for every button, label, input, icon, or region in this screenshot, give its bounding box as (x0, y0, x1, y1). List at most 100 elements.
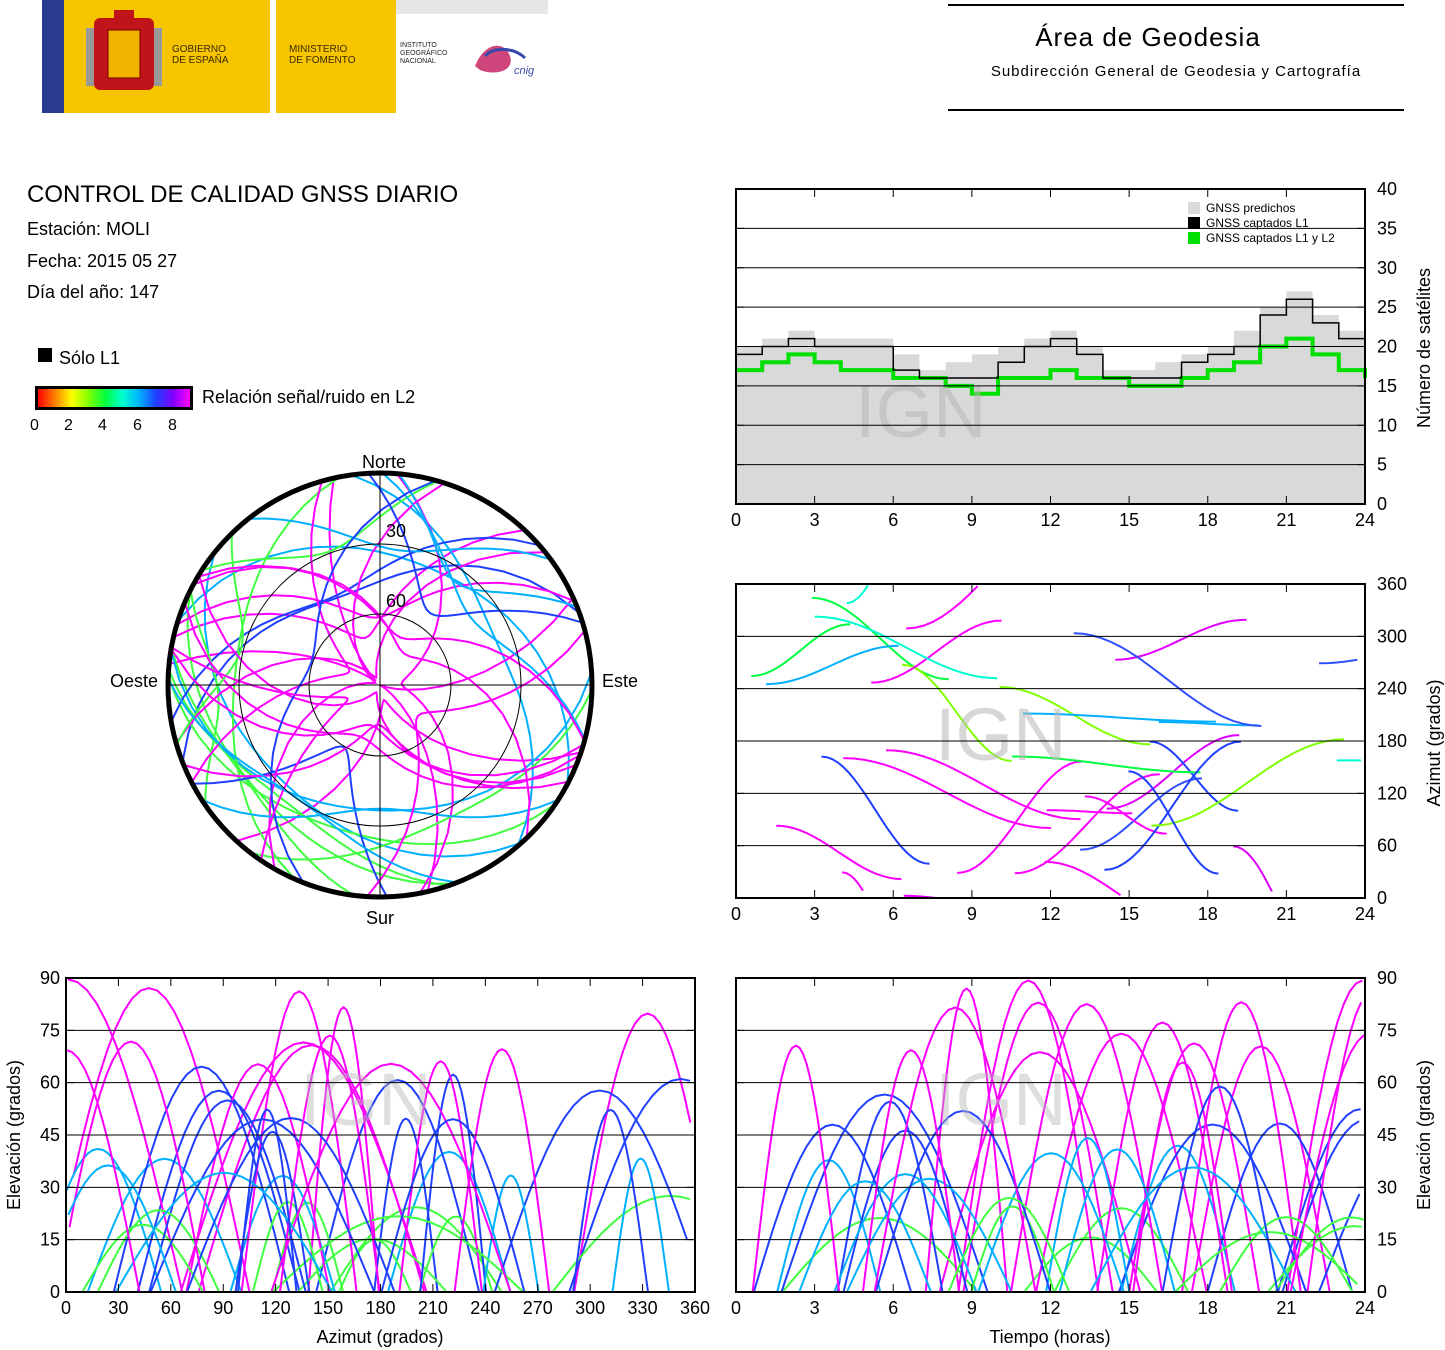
x-tick-label: 24 (1355, 1298, 1375, 1318)
satellite-track (86, 1157, 243, 1293)
y-tick-label: 5 (1377, 455, 1387, 475)
gobierno-text: GOBIERNO DE ESPAÑA (172, 44, 229, 66)
x-tick-label: 24 (1355, 510, 1375, 530)
elevation-time-ticks: 0 15 30 45 60 75 90 0 3 6 9 12 15 18 21 24 (731, 968, 1397, 1318)
satellite-track (572, 1108, 649, 1293)
instituto-text: INSTITUTO GEOGRÁFICO NACIONAL (400, 42, 448, 65)
satellite-track (72, 986, 251, 1293)
x-tick-label: 330 (628, 1298, 658, 1318)
satellite-track (1053, 1207, 1190, 1293)
report-title: CONTROL DE CALIDAD GNSS DIARIO (27, 181, 459, 208)
y-tick-label: 60 (1377, 836, 1397, 856)
x-tick-label: 6 (888, 1298, 898, 1318)
watermark: IGN (855, 370, 987, 453)
satellite-track (1317, 1193, 1361, 1293)
satellite-track (861, 1049, 961, 1293)
satellite-track (1117, 1123, 1308, 1293)
satellite-track (846, 584, 869, 605)
satellite-track (173, 529, 525, 640)
satellite-track (193, 565, 531, 838)
elevation-azimuth-ylabel: Elevación (grados) (4, 1060, 24, 1210)
satellite-track (977, 1152, 1125, 1293)
satellite-track (1011, 755, 1201, 774)
legend-swatch-predicted (1188, 202, 1200, 214)
satellite-track (1233, 845, 1273, 892)
satellite-track (65, 1049, 141, 1293)
satellite-track (1104, 740, 1242, 871)
satellite-track (873, 1006, 1037, 1293)
ministerio-text: MINISTERIO DE FOMENTO (289, 44, 356, 66)
satellite-track (268, 482, 446, 870)
snr-tick: 2 (64, 417, 73, 434)
y-tick-label: 45 (1377, 1125, 1397, 1145)
legend-swatch-l1 (1188, 217, 1200, 229)
satellite-track (821, 755, 930, 865)
satellite-track (170, 646, 349, 861)
satellites-ticks: 0 5 10 15 20 25 30 35 40 0 3 6 9 12 15 18 21 24 (731, 179, 1397, 530)
elevation-azimuth-chart: IGN 0 15 30 45 60 75 90 0 30 60 90 120 150 180 210 240 2… (4, 968, 710, 1347)
satellite-track (947, 1196, 1071, 1293)
x-tick-label: 18 (1198, 904, 1218, 924)
satellite-track (115, 1171, 334, 1293)
satellite-track (170, 536, 540, 722)
satellite-track (237, 1108, 298, 1293)
x-tick-label: 270 (523, 1298, 553, 1318)
gobierno-logo-panel (64, 0, 270, 113)
satellite-track (841, 871, 864, 892)
satellite-track (307, 1005, 380, 1293)
satellite-track (1115, 618, 1247, 661)
satellites-legend: GNSS predichos GNSS captados L1 GNSS cap… (1188, 201, 1335, 245)
x-tick-label: 210 (418, 1298, 448, 1318)
legend-label-l1l2: GNSS captados L1 y L2 (1206, 231, 1335, 245)
series-predicted (736, 291, 1365, 504)
cnig-logo-icon: cnig (475, 45, 535, 77)
satellite-track (136, 1089, 301, 1293)
x-tick-label: 360 (680, 1298, 710, 1318)
satellite-track (573, 1012, 692, 1293)
satellite-track (874, 1109, 1052, 1293)
snr-colorbar (35, 386, 193, 410)
y-tick-label: 30 (1377, 258, 1397, 278)
satellite-track (398, 1060, 483, 1293)
solo-l1-label: Sólo L1 (59, 348, 121, 368)
satellite-track (1080, 777, 1203, 851)
satellite-track (181, 564, 581, 763)
satellite-track (1158, 721, 1259, 727)
satellite-track (112, 1065, 291, 1293)
y-tick-label: 45 (40, 1125, 60, 1145)
x-tick-label: 0 (731, 1298, 741, 1318)
cnig-text: cnig (514, 65, 535, 77)
satellites-ylabel: Número de satélites (1414, 268, 1434, 428)
satellite-track (1206, 1122, 1354, 1293)
elevation-time-xlabel: Tiempo (horas) (989, 1327, 1110, 1347)
satellite-track (167, 678, 458, 884)
satellite-track (65, 1147, 163, 1293)
x-tick-label: 15 (1119, 904, 1139, 924)
skyplot-west-label: Oeste (110, 671, 158, 691)
y-tick-label: 240 (1377, 679, 1407, 699)
x-tick-label: 30 (108, 1298, 128, 1318)
satellite-track (780, 1093, 989, 1293)
satellite-track (169, 650, 593, 812)
y-tick-label: 60 (1377, 1073, 1397, 1093)
snr-tick: 4 (98, 417, 107, 434)
satellite-track (765, 644, 899, 686)
elevation-azimuth-ticks: 0 15 30 45 60 75 90 0 30 60 90 120 150 180 210 240 270 30… (40, 968, 710, 1318)
satellite-track (1289, 1034, 1365, 1293)
satellite-track (1058, 1148, 1176, 1293)
eu-flag-strip (42, 0, 64, 113)
satellite-track (168, 477, 377, 683)
satellites-plot-area (736, 291, 1367, 504)
satellite-track (271, 1201, 344, 1293)
snr-colorbar-label: Relación señal/ruido en L2 (202, 387, 416, 407)
satellite-track (231, 475, 341, 880)
satellite-track (186, 590, 455, 885)
satellite-track (1286, 979, 1363, 1293)
satellite-track (1089, 1166, 1297, 1293)
satellite-track (96, 1209, 221, 1293)
legend-label-predicted: GNSS predichos (1206, 201, 1295, 215)
satellite-track (1010, 1003, 1164, 1293)
satellite-track (611, 1157, 670, 1293)
x-tick-label: 15 (1119, 510, 1139, 530)
satellite-track (373, 1117, 439, 1293)
